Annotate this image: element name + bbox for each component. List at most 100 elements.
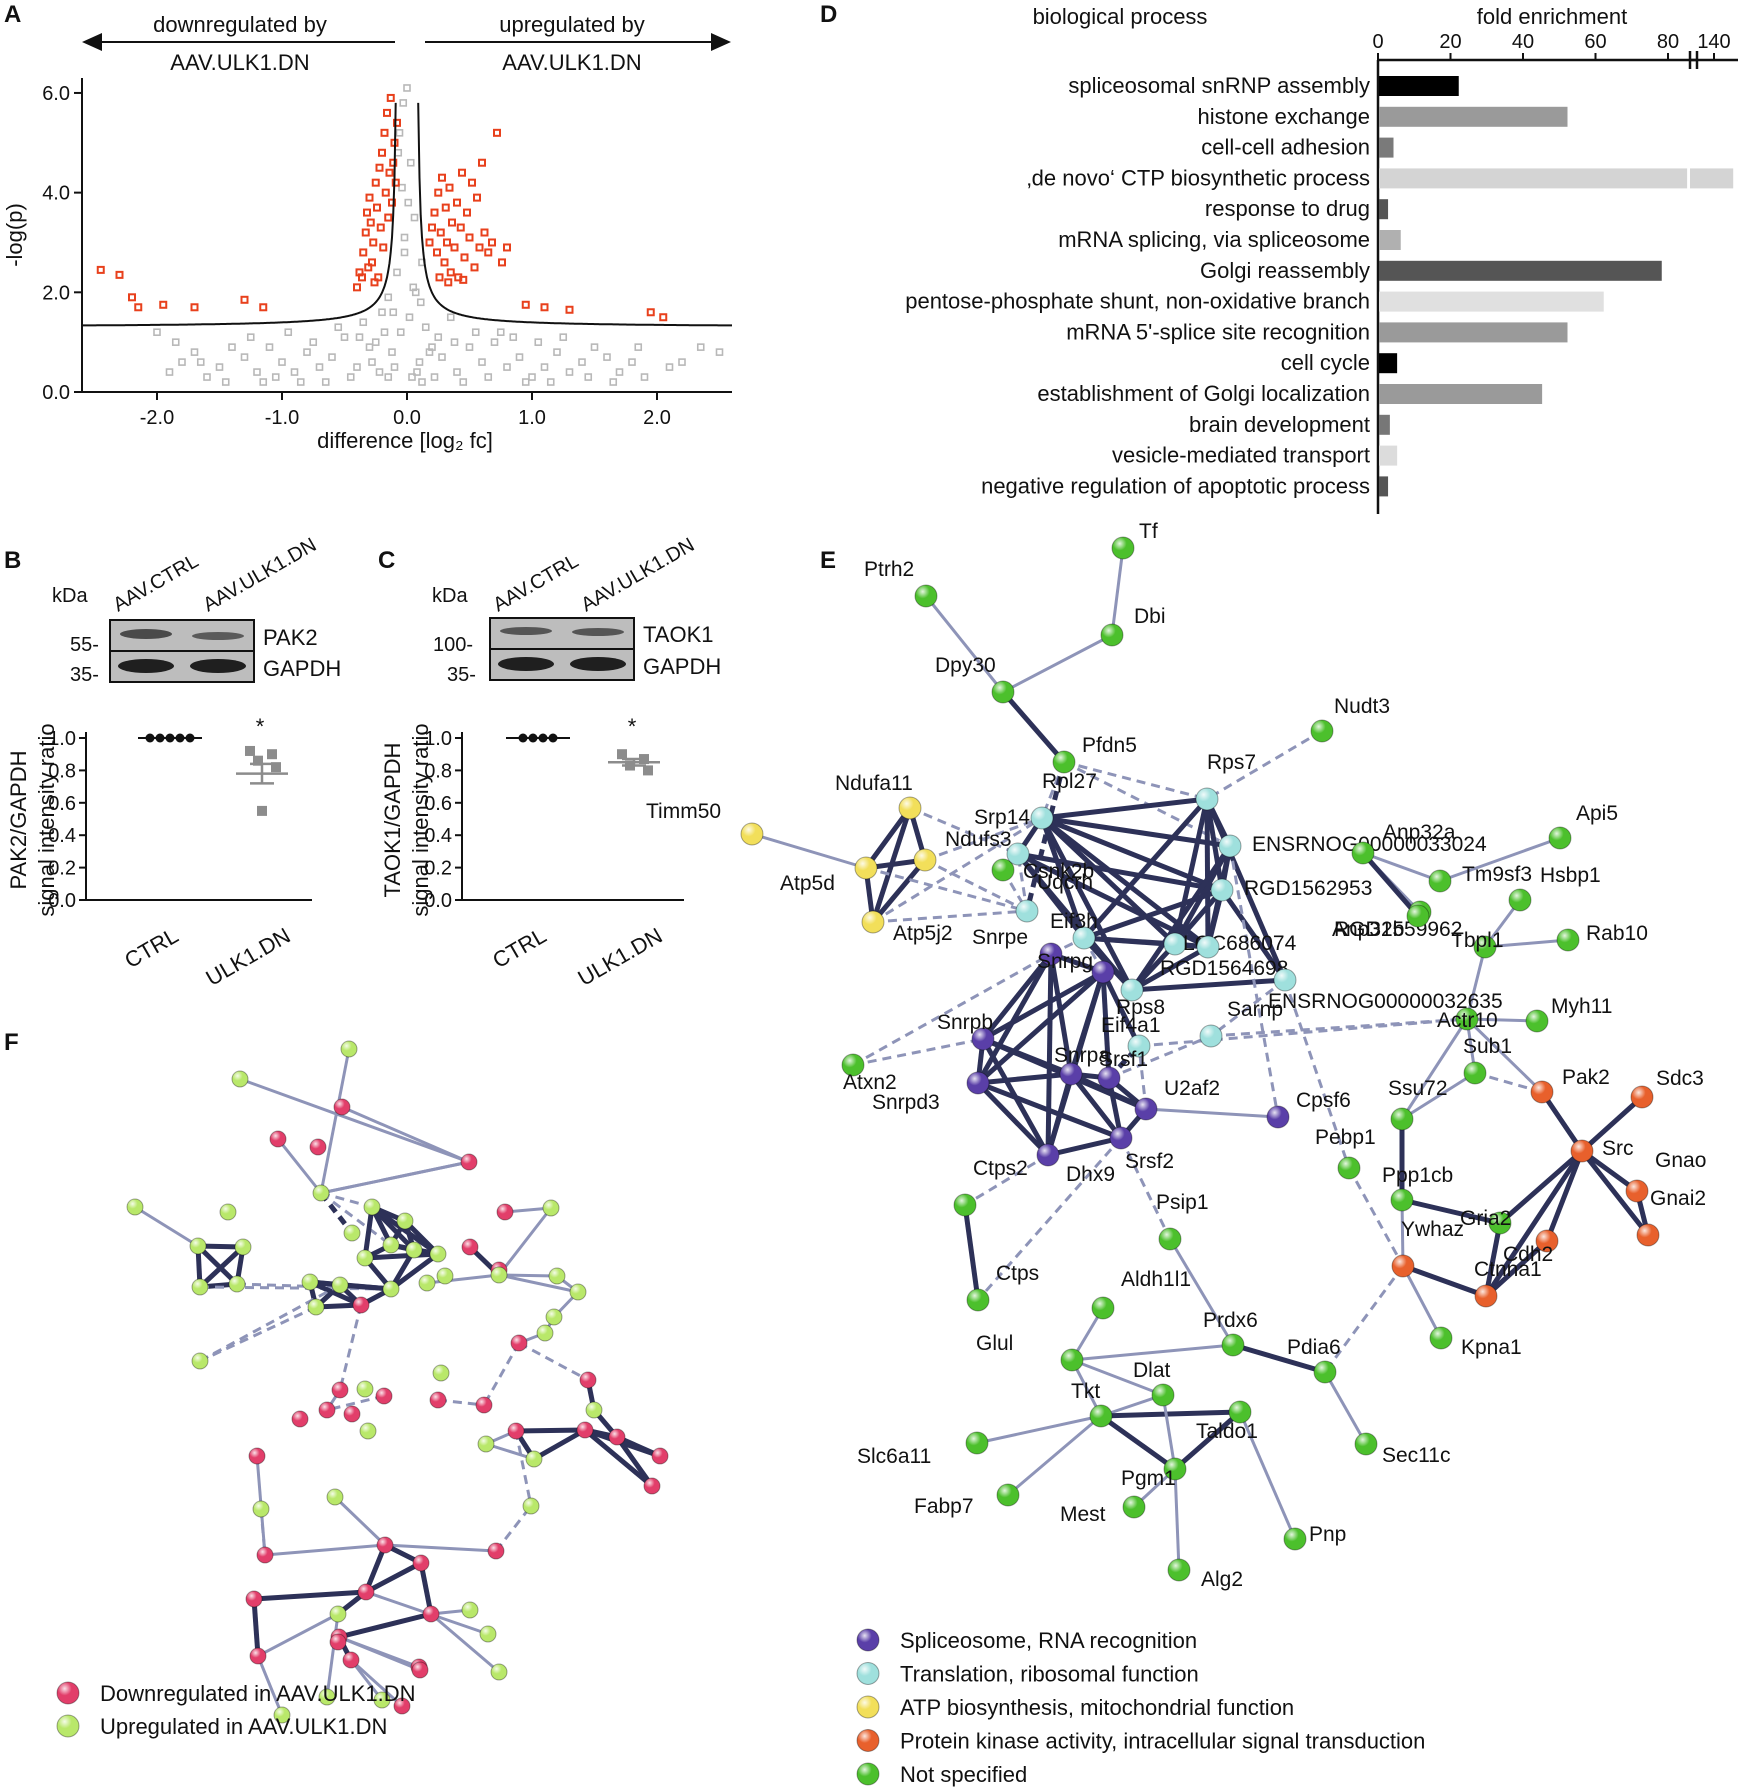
point-sig — [376, 223, 385, 232]
point-sig — [366, 218, 375, 227]
node-kinase-shine — [1637, 1224, 1659, 1246]
edge — [1401, 1265, 1443, 1339]
node-down-shine — [344, 1406, 360, 1422]
point-sig — [488, 238, 496, 247]
point-nonsig — [321, 378, 330, 386]
edge — [1069, 1072, 1123, 1140]
point-sig — [430, 208, 439, 217]
point-nonsig — [415, 358, 424, 366]
point-sig — [386, 93, 395, 102]
node-label: Ctnna1 — [1474, 1258, 1542, 1281]
panel-label-c: C — [378, 547, 395, 574]
point-sig — [646, 308, 655, 317]
edge — [308, 1279, 363, 1308]
edge — [1145, 1107, 1279, 1119]
point-nonsig — [334, 323, 343, 332]
edge — [1110, 547, 1125, 636]
node-up-shine — [357, 1250, 373, 1266]
node-label: Mest — [1060, 1503, 1106, 1526]
point-sig — [361, 228, 370, 237]
point-nonsig — [290, 368, 299, 376]
node-label: Rps7 — [1207, 751, 1256, 774]
category-label: brain development — [1189, 412, 1370, 437]
node-label: Csnk2b — [1023, 860, 1094, 883]
category-label: histone exchange — [1198, 104, 1370, 129]
bar — [1379, 445, 1398, 466]
edge — [276, 1138, 323, 1194]
edge — [924, 858, 1028, 913]
node-label: Atp5d — [780, 872, 835, 895]
point-nonsig — [165, 368, 174, 376]
y-tick-label: 0.4 — [48, 825, 76, 847]
edge — [1498, 1149, 1584, 1225]
edge — [1071, 1358, 1164, 1397]
edge — [1483, 1149, 1585, 1298]
string-network-e: Tf Ptrh2 Dbi Dpy30 Pfdn5 Nudt3 Ndufa11 Timm50 Nd… — [646, 520, 1706, 1787]
point-nonsig — [153, 328, 161, 336]
node-label: Eif3h — [1050, 910, 1098, 933]
y-axis-label: -log(p) — [2, 203, 27, 267]
point-sig — [379, 243, 388, 252]
point-nonsig — [368, 358, 376, 366]
point-sig — [134, 303, 143, 312]
edge — [1228, 845, 1280, 1118]
edge — [1048, 953, 1074, 1075]
edge — [1466, 1017, 1538, 1023]
node-kinase-shine — [1475, 1285, 1497, 1307]
y-tick-label: 0.2 — [424, 858, 452, 880]
point-nonsig — [384, 373, 393, 381]
edge — [339, 1282, 392, 1292]
bar — [1379, 414, 1390, 435]
legend-label: Not specified — [900, 1762, 1027, 1787]
node-notspec-shine — [966, 1432, 988, 1454]
node-up-shine — [232, 1071, 248, 1087]
category-label: establishment of Golgi localization — [1037, 381, 1370, 406]
node-label: Srp14 — [974, 806, 1030, 829]
point-sig — [375, 163, 384, 172]
node-label: Rps8 — [1116, 996, 1165, 1019]
edge — [1045, 953, 1054, 1156]
point-nonsig — [171, 338, 180, 346]
node-notspec-shine — [1101, 624, 1123, 646]
node-down-shine — [310, 1139, 326, 1155]
edge — [583, 1428, 654, 1488]
node-up-shine — [357, 1381, 373, 1397]
point-nonsig — [678, 358, 686, 366]
node-notspec-shine — [954, 1194, 976, 1216]
edge — [865, 866, 1028, 913]
node-label: RGD1564698 — [1160, 957, 1288, 980]
node-spliceosome-shine — [1267, 1106, 1289, 1128]
bar-break — [1690, 168, 1734, 189]
edge — [1039, 816, 1135, 992]
point-sig — [465, 233, 474, 242]
category-label: spliceosomal snRNP assembly — [1068, 73, 1370, 98]
y-tick-label: 0.6 — [48, 793, 76, 815]
point-sig — [480, 228, 489, 237]
edge — [1024, 761, 1067, 912]
edge — [1083, 887, 1223, 941]
node-label: Pak2 — [1562, 1066, 1610, 1089]
node-up-shine — [433, 1365, 449, 1381]
node-label: Anp32a — [1383, 821, 1456, 844]
point-sig — [359, 248, 368, 257]
volcano-points — [96, 84, 724, 386]
x-tick-label: 60 — [1584, 31, 1606, 53]
edge — [1100, 971, 1112, 1079]
edge — [320, 1160, 470, 1195]
node-up-shine — [419, 1275, 435, 1291]
node-label: Ctps2 — [973, 1157, 1028, 1180]
edge — [498, 1273, 558, 1278]
dn-point — [267, 749, 277, 760]
point-nonsig — [375, 368, 384, 376]
category-label: response to drug — [1205, 196, 1370, 221]
node-label: Aldh1l1 — [1121, 1268, 1191, 1291]
edge — [976, 1137, 1123, 1301]
category-label: negative regulation of apoptotic process — [981, 473, 1370, 498]
edge — [852, 952, 1052, 1067]
point-sig — [438, 173, 446, 182]
bars: 0 20 40 60 80 140 spliceosomal snRNP assembly h… — [905, 31, 1738, 514]
node-up-shine — [190, 1238, 206, 1254]
point-nonsig — [380, 328, 389, 336]
point-sig — [240, 295, 249, 304]
node-down-shine — [644, 1478, 660, 1494]
